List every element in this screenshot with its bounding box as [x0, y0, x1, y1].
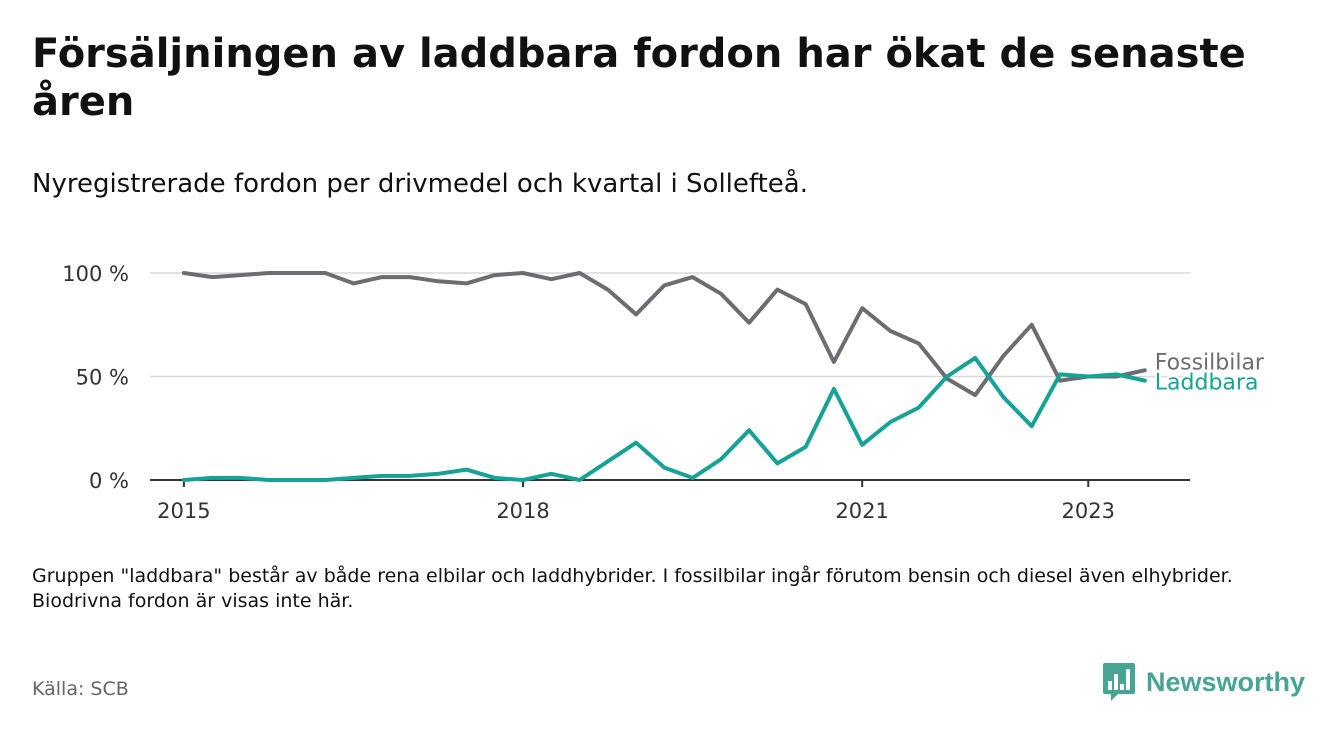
data-point-fossil: [351, 281, 355, 285]
data-point-fossil: [691, 275, 695, 279]
data-point-fossil: [832, 360, 836, 364]
data-point-laddbara: [465, 468, 469, 472]
series-label-laddbara: Laddbara: [1155, 371, 1259, 396]
x-tick-label: 2015: [157, 499, 210, 523]
data-point-laddbara: [1030, 424, 1034, 428]
y-tick-label: 50 %: [76, 366, 129, 390]
data-point-fossil: [606, 288, 610, 292]
data-point-fossil: [860, 306, 864, 310]
data-point-fossil: [210, 275, 214, 279]
data-point-laddbara: [295, 478, 299, 482]
chart-subtitle: Nyregistrerade fordon per drivmedel och …: [32, 169, 808, 199]
data-point-fossil: [267, 271, 271, 275]
data-point-fossil: [521, 271, 525, 275]
y-tick-label: 0 %: [89, 469, 129, 493]
data-point-fossil: [295, 271, 299, 275]
data-point-fossil: [436, 279, 440, 283]
data-point-laddbara: [578, 478, 582, 482]
data-point-fossil: [380, 275, 384, 279]
series-label-fossil: Fossilbilar: [1155, 350, 1265, 375]
data-point-laddbara: [860, 443, 864, 447]
data-point-laddbara: [267, 478, 271, 482]
data-point-laddbara: [521, 478, 525, 482]
data-point-laddbara: [691, 476, 695, 480]
data-point-fossil: [493, 273, 497, 277]
x-tick-label: 2018: [496, 499, 549, 523]
data-point-fossil: [973, 393, 977, 397]
data-point-laddbara: [606, 459, 610, 463]
brand-name: Newsworthy: [1146, 666, 1306, 697]
data-point-fossil: [182, 271, 186, 275]
data-point-laddbara: [719, 457, 723, 461]
data-point-laddbara: [549, 472, 553, 476]
data-point-laddbara: [380, 474, 384, 478]
data-point-laddbara: [182, 478, 186, 482]
data-point-fossil: [888, 329, 892, 333]
source-text: Källa: SCB: [32, 678, 129, 700]
data-point-laddbara: [493, 476, 497, 480]
data-point-laddbara: [1086, 375, 1090, 379]
data-point-laddbara: [945, 375, 949, 379]
series-line-laddbara: [181, 355, 1147, 482]
data-point-laddbara: [775, 461, 779, 465]
data-point-laddbara: [888, 420, 892, 424]
data-point-laddbara: [634, 441, 638, 445]
data-point-laddbara: [1115, 372, 1119, 376]
newsworthy-logo: Newsworthy: [1102, 660, 1305, 704]
series-line-fossil: [181, 271, 1147, 398]
data-point-fossil: [662, 283, 666, 287]
data-point-fossil: [323, 271, 327, 275]
data-point-fossil: [238, 273, 242, 277]
data-point-fossil: [1143, 368, 1147, 372]
data-point-laddbara: [238, 476, 242, 480]
data-point-fossil: [747, 321, 751, 325]
y-tick-label: 100 %: [62, 262, 129, 286]
data-point-fossil: [578, 271, 582, 275]
line-chart: 0 % 50 % 100 % 2015 2018 2021 2023 LaddbaraFo…: [62, 262, 1267, 523]
data-point-laddbara: [1058, 372, 1062, 376]
bar-chart-bubble-icon: [1103, 663, 1135, 701]
data-point-fossil: [775, 288, 779, 292]
data-point-laddbara: [408, 474, 412, 478]
data-point-laddbara: [323, 478, 327, 482]
data-point-fossil: [408, 275, 412, 279]
data-point-fossil: [804, 302, 808, 306]
data-point-laddbara: [351, 476, 355, 480]
data-point-laddbara: [210, 476, 214, 480]
data-point-laddbara: [436, 472, 440, 476]
data-point-fossil: [1001, 354, 1005, 358]
data-point-laddbara: [747, 428, 751, 432]
x-tick-label: 2021: [835, 499, 888, 523]
data-point-laddbara: [1143, 379, 1147, 383]
data-point-fossil: [719, 292, 723, 296]
data-point-laddbara: [832, 387, 836, 391]
data-point-laddbara: [973, 356, 977, 360]
data-point-laddbara: [1001, 395, 1005, 399]
chart-title: Försäljningen av laddbara fordon har öka…: [32, 31, 1246, 125]
data-point-laddbara: [917, 406, 921, 410]
x-tick-label: 2023: [1062, 499, 1115, 523]
data-point-fossil: [465, 281, 469, 285]
data-point-fossil: [1030, 323, 1034, 327]
data-point-fossil: [549, 277, 553, 281]
data-point-fossil: [917, 341, 921, 345]
data-point-laddbara: [662, 466, 666, 470]
data-point-laddbara: [804, 445, 808, 449]
data-point-fossil: [634, 312, 638, 316]
chart-note: Gruppen "laddbara" består av både rena e…: [32, 565, 1233, 612]
